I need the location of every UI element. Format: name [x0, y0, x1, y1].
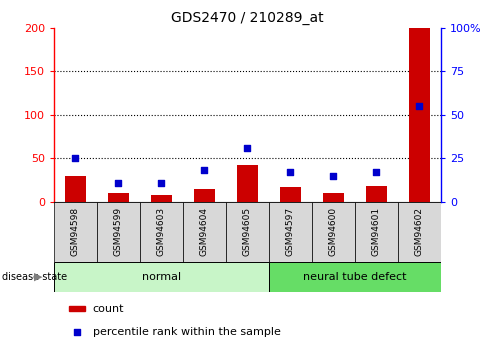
- Bar: [54, 262, 269, 292]
- Bar: [269, 202, 312, 262]
- Text: normal: normal: [142, 272, 181, 282]
- Point: [200, 168, 208, 173]
- Text: GSM94600: GSM94600: [329, 207, 338, 256]
- Text: neural tube defect: neural tube defect: [303, 272, 407, 282]
- Bar: [183, 202, 226, 262]
- Bar: [151, 195, 172, 202]
- Text: disease state: disease state: [2, 272, 68, 282]
- Bar: [65, 176, 86, 202]
- Bar: [409, 28, 430, 202]
- Bar: [226, 202, 269, 262]
- Text: percentile rank within the sample: percentile rank within the sample: [93, 327, 280, 337]
- Point: [372, 169, 380, 175]
- Bar: [366, 186, 387, 202]
- Bar: [194, 189, 215, 202]
- Point: [244, 145, 251, 150]
- Bar: [355, 202, 398, 262]
- Bar: [97, 202, 140, 262]
- Bar: [70, 306, 85, 311]
- Title: GDS2470 / 210289_at: GDS2470 / 210289_at: [171, 11, 324, 25]
- Point: [157, 180, 165, 185]
- Text: GSM94604: GSM94604: [200, 207, 209, 256]
- Text: count: count: [93, 304, 124, 314]
- Bar: [140, 202, 183, 262]
- Point: [72, 156, 79, 161]
- Text: GSM94598: GSM94598: [71, 207, 80, 256]
- Text: GSM94603: GSM94603: [157, 207, 166, 256]
- Text: GSM94601: GSM94601: [372, 207, 381, 256]
- Bar: [323, 193, 344, 202]
- Text: GSM94605: GSM94605: [243, 207, 252, 256]
- Text: GSM94602: GSM94602: [415, 207, 424, 256]
- Point: [73, 329, 81, 334]
- Bar: [269, 262, 441, 292]
- Bar: [280, 187, 301, 202]
- Bar: [237, 165, 258, 202]
- Text: GSM94597: GSM94597: [286, 207, 295, 256]
- Text: ▶: ▶: [34, 272, 43, 282]
- Bar: [54, 202, 97, 262]
- Bar: [398, 202, 441, 262]
- Bar: [312, 202, 355, 262]
- Point: [287, 169, 294, 175]
- Text: GSM94599: GSM94599: [114, 207, 123, 256]
- Point: [115, 180, 122, 185]
- Bar: [108, 193, 129, 202]
- Point: [330, 173, 338, 178]
- Point: [416, 103, 423, 109]
